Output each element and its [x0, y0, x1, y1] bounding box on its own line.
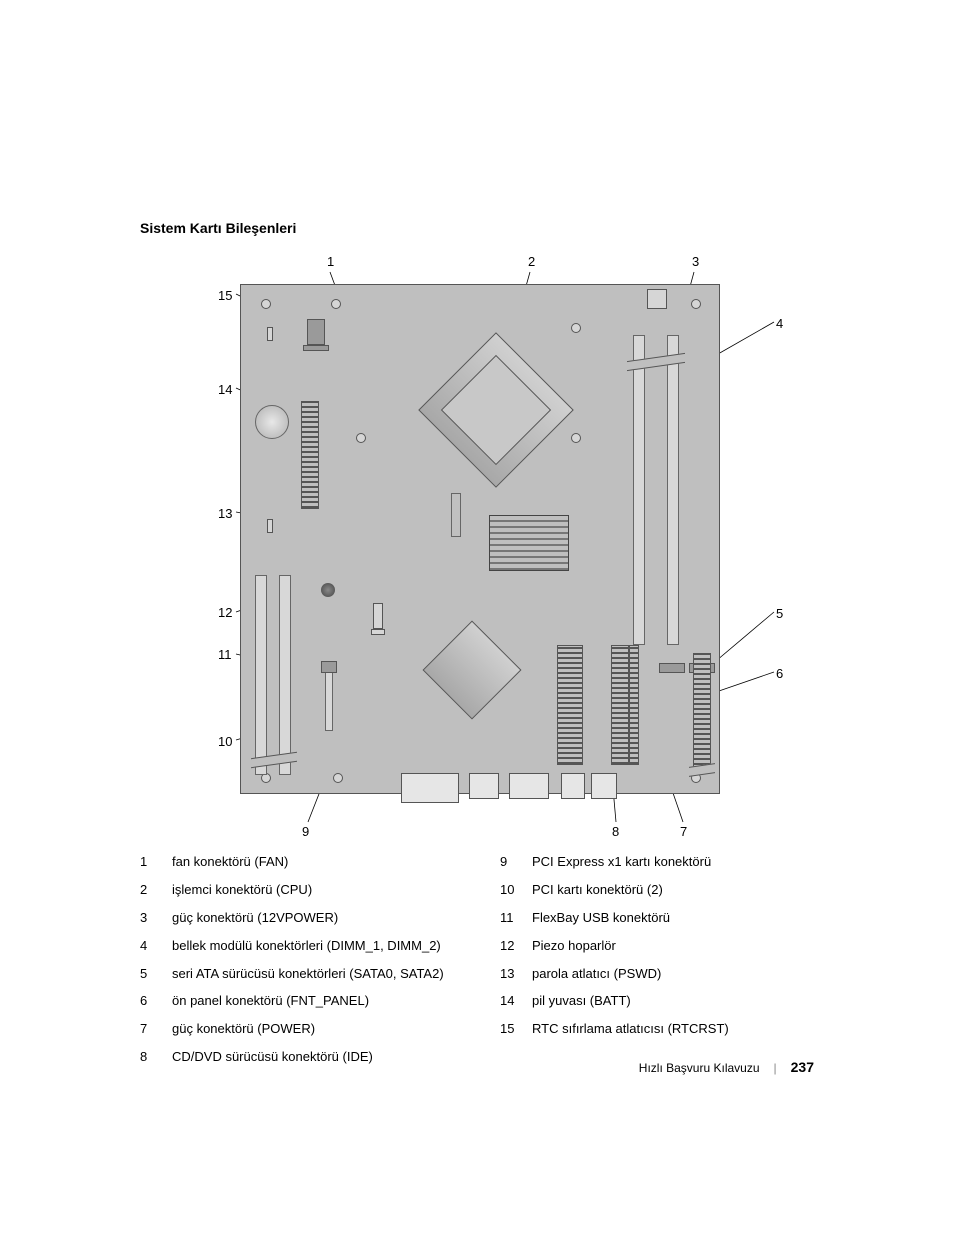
legend-num: 12: [500, 938, 514, 955]
legend-text: işlemci konektörü (CPU): [172, 882, 312, 899]
legend-text: CD/DVD sürücüsü konektörü (IDE): [172, 1049, 373, 1066]
legend-num: 3: [140, 910, 154, 927]
legend-row: 9 PCI Express x1 kartı konektörü: [500, 854, 820, 871]
flexbay-usb: [373, 603, 383, 629]
legend-row: 12 Piezo hoparlör: [500, 938, 820, 955]
power-connector: [611, 645, 629, 765]
legend-num: 2: [140, 882, 154, 899]
capacitor-bar: [451, 493, 461, 537]
mount-hole: [261, 299, 271, 309]
legend-num: 8: [140, 1049, 154, 1066]
legend-row: 2 işlemci konektörü (CPU): [140, 882, 460, 899]
legend-num: 1: [140, 854, 154, 871]
sata-0: [659, 663, 685, 673]
mount-hole: [691, 299, 701, 309]
legend-num: 9: [500, 854, 514, 871]
section-heading: Sistem Kartı Bileşenleri: [140, 220, 820, 236]
legend-num: 10: [500, 882, 514, 899]
back-port-5: [591, 773, 617, 799]
legend-num: 15: [500, 1021, 514, 1038]
pci-slot-2: [279, 575, 291, 775]
pcie-x1-latch: [321, 661, 337, 673]
legend-text: güç konektörü (POWER): [172, 1021, 315, 1038]
pswd-jumper: [267, 519, 273, 533]
pcie-x1: [325, 665, 333, 731]
ide-connector: [557, 645, 583, 765]
legend-num: 6: [140, 993, 154, 1010]
legend-text: bellek modülü konektörleri (DIMM_1, DIMM…: [172, 938, 441, 955]
chipset: [423, 621, 522, 720]
piezo-speaker: [321, 583, 335, 597]
mount-hole: [331, 299, 341, 309]
legend-row: 4 bellek modülü konektörleri (DIMM_1, DIM…: [140, 938, 460, 955]
back-port-2: [469, 773, 499, 799]
back-port-4: [561, 773, 585, 799]
legend-row: 7 güç konektörü (POWER): [140, 1021, 460, 1038]
legend-text: seri ATA sürücüsü konektörleri (SATA0, S…: [172, 966, 444, 983]
legend-row: 14 pil yuvası (BATT): [500, 993, 820, 1010]
legend-text: RTC sıfırlama atlatıcısı (RTCRST): [532, 1021, 729, 1038]
footer-divider: |: [774, 1061, 777, 1075]
legend-text: PCI Express x1 kartı konektörü: [532, 854, 711, 871]
fnt-panel-break: [689, 763, 715, 777]
board-outline: [240, 284, 720, 794]
legend-text: pil yuvası (BATT): [532, 993, 631, 1010]
legend-text: FlexBay USB konektörü: [532, 910, 670, 927]
pci-slot-1: [255, 575, 267, 775]
legend-row: 5 seri ATA sürücüsü konektörleri (SATA0, …: [140, 966, 460, 983]
power-connector-2: [629, 645, 639, 765]
legend-row: 10 PCI kartı konektörü (2): [500, 882, 820, 899]
legend-num: 7: [140, 1021, 154, 1038]
legend-row: 8 CD/DVD sürücüsü konektörü (IDE): [140, 1049, 460, 1066]
doc-title: Hızlı Başvuru Kılavuzu: [639, 1061, 760, 1075]
legend-num: 14: [500, 993, 514, 1010]
legend-num: 5: [140, 966, 154, 983]
dimm-slot-1: [633, 335, 645, 645]
legend-text: fan konektörü (FAN): [172, 854, 288, 871]
legend-row: 15 RTC sıfırlama atlatıcısı (RTCRST): [500, 1021, 820, 1038]
fan-connector-base: [303, 345, 329, 351]
mount-hole: [333, 773, 343, 783]
legend-text: Piezo hoparlör: [532, 938, 616, 955]
page-footer: Hızlı Başvuru Kılavuzu | 237: [639, 1059, 814, 1075]
legend-col-right: 9 PCI Express x1 kartı konektörü 10 PCI ka…: [500, 854, 820, 1077]
legend-row: 6 ön panel konektörü (FNT_PANEL): [140, 993, 460, 1010]
aux-connector: [301, 401, 319, 509]
legend-text: ön panel konektörü (FNT_PANEL): [172, 993, 369, 1010]
motherboard-diagram: 1 2 3 4 5 6 7 8 9 10 11 12 13 14 15: [180, 254, 800, 834]
mount-hole: [571, 433, 581, 443]
rtcrst-jumper: [267, 327, 273, 341]
legend-row: 11 FlexBay USB konektörü: [500, 910, 820, 927]
page-content: Sistem Kartı Bileşenleri 1 2 3 4 5 6 7 8…: [140, 220, 820, 1077]
heatsink: [489, 515, 569, 571]
back-port-3: [509, 773, 549, 799]
legend-text: PCI kartı konektörü (2): [532, 882, 663, 899]
flexbay-usb-base: [371, 629, 385, 635]
page-number: 237: [791, 1059, 814, 1075]
legend-num: 4: [140, 938, 154, 955]
12v-power: [647, 289, 667, 309]
legend-num: 13: [500, 966, 514, 983]
legend-num: 11: [500, 910, 514, 927]
legend-text: güç konektörü (12VPOWER): [172, 910, 338, 927]
back-port-1: [401, 773, 459, 803]
dimm-slot-2: [667, 335, 679, 645]
mount-hole: [356, 433, 366, 443]
legend-row: 13 parola atlatıcı (PSWD): [500, 966, 820, 983]
legend-row: 3 güç konektörü (12VPOWER): [140, 910, 460, 927]
legend: 1 fan konektörü (FAN) 2 işlemci konektörü …: [140, 854, 820, 1077]
legend-row: 1 fan konektörü (FAN): [140, 854, 460, 871]
legend-col-left: 1 fan konektörü (FAN) 2 işlemci konektörü …: [140, 854, 460, 1077]
battery: [255, 405, 289, 439]
fan-connector: [307, 319, 325, 345]
front-panel: [693, 653, 711, 771]
mount-hole: [571, 323, 581, 333]
legend-text: parola atlatıcı (PSWD): [532, 966, 661, 983]
